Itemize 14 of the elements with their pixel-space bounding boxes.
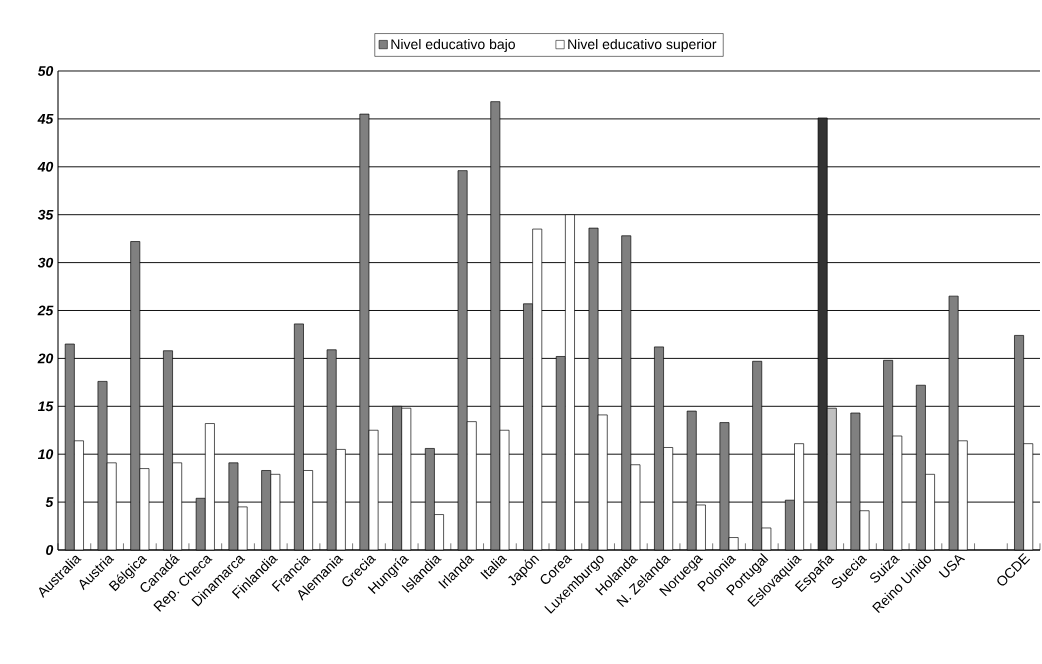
y-tick-label: 25	[37, 305, 54, 316]
y-tick-label: 45	[37, 114, 54, 124]
y-tick-label: 30	[37, 257, 54, 268]
y-tick-label: 5	[45, 497, 54, 507]
y-tick-label: 35	[37, 209, 54, 220]
y-tick-label: 20	[37, 353, 54, 364]
legend-label: Nivel educativo superior	[568, 38, 717, 52]
y-tick-label: 40	[37, 161, 54, 172]
y-tick-label: 15	[37, 401, 54, 412]
y-tick-label: 0	[46, 545, 54, 555]
y-tick-label: 50	[37, 66, 54, 76]
y-tick-label: 10	[37, 449, 54, 460]
x-tick-label: USA	[938, 555, 966, 578]
legend-label: Nivel educativo bajo	[391, 38, 515, 52]
